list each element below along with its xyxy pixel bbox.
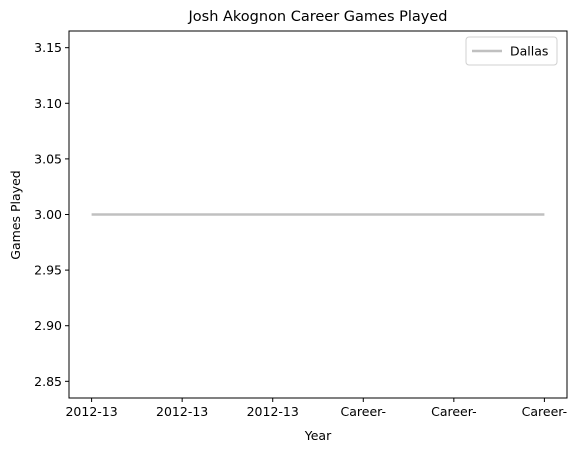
x-tick-label: 2012-13	[65, 404, 117, 419]
legend-label-dallas: Dallas	[510, 44, 548, 59]
legend: Dallas	[465, 36, 558, 66]
x-tick-label: 2012-13	[247, 404, 299, 419]
y-tick-label: 3.10	[34, 96, 62, 111]
x-axis-label: Year	[304, 428, 332, 443]
x-tick-label: 2012-13	[156, 404, 208, 419]
legend-frame	[465, 36, 558, 66]
x-tick-label: Career-	[341, 404, 386, 419]
y-tick-label: 2.90	[34, 318, 62, 333]
y-tick-label: 3.05	[34, 151, 62, 166]
y-tick-label: 2.85	[34, 374, 62, 389]
y-axis-label: Games Played	[8, 170, 23, 259]
x-tick-label: Career-	[431, 404, 476, 419]
x-tick-label: Career-	[522, 404, 567, 419]
y-tick-label: 3.15	[34, 40, 62, 55]
chart-title: Josh Akognon Career Games Played	[188, 9, 448, 25]
plot-area: 2.85 2.90 2.95 3.00 3.05 3.10 3.15 2012-13 2012-…	[34, 30, 568, 419]
y-tick-label: 3.00	[34, 207, 62, 222]
y-tick-label: 2.95	[34, 263, 62, 278]
